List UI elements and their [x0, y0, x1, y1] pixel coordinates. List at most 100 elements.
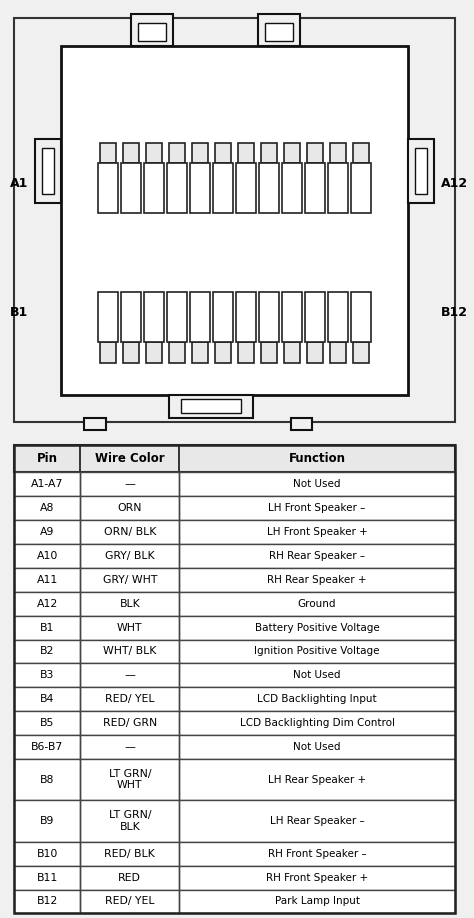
Bar [14, 497, 80, 521]
Bar [179, 592, 455, 616]
Bar [14, 521, 455, 544]
FancyBboxPatch shape [330, 142, 346, 162]
FancyBboxPatch shape [138, 23, 166, 41]
Text: Ground: Ground [298, 599, 337, 609]
Text: B5: B5 [40, 718, 55, 728]
Bar [14, 735, 455, 759]
Bar [80, 866, 179, 890]
Bar [14, 592, 80, 616]
Bar [14, 866, 455, 890]
Bar [80, 735, 179, 759]
FancyBboxPatch shape [307, 142, 323, 162]
FancyBboxPatch shape [98, 292, 118, 342]
Text: LCD Backlighting Input: LCD Backlighting Input [257, 694, 377, 704]
FancyBboxPatch shape [167, 162, 187, 213]
Text: GRY/ BLK: GRY/ BLK [105, 551, 155, 561]
Text: B9: B9 [40, 816, 55, 826]
Bar [14, 445, 80, 472]
Text: Not Used: Not Used [293, 479, 341, 489]
Text: Function: Function [289, 453, 346, 465]
FancyBboxPatch shape [328, 292, 348, 342]
Bar [179, 616, 455, 640]
Bar [179, 497, 455, 521]
Bar [179, 711, 455, 735]
Text: Not Used: Not Used [293, 742, 341, 752]
Bar [179, 890, 455, 913]
Bar [179, 842, 455, 866]
FancyBboxPatch shape [282, 292, 302, 342]
Bar [14, 735, 80, 759]
Bar [14, 711, 80, 735]
FancyBboxPatch shape [144, 292, 164, 342]
Bar [14, 472, 455, 497]
Bar [14, 544, 80, 568]
FancyBboxPatch shape [261, 342, 277, 363]
Text: Ignition Positive Voltage: Ignition Positive Voltage [255, 646, 380, 656]
Text: WHT/ BLK: WHT/ BLK [103, 646, 156, 656]
Text: —: — [124, 670, 135, 680]
Bar [179, 800, 455, 842]
Bar [14, 521, 80, 544]
Text: Park Lamp Input: Park Lamp Input [274, 897, 360, 906]
Bar [14, 664, 455, 688]
Text: RH Front Speaker +: RH Front Speaker + [266, 873, 368, 882]
FancyBboxPatch shape [146, 142, 162, 162]
FancyBboxPatch shape [35, 139, 61, 203]
FancyBboxPatch shape [282, 162, 302, 213]
FancyBboxPatch shape [121, 162, 141, 213]
Text: Battery Positive Voltage: Battery Positive Voltage [255, 622, 380, 633]
Text: GRY/ WHT: GRY/ WHT [102, 575, 157, 585]
FancyBboxPatch shape [123, 142, 139, 162]
FancyBboxPatch shape [258, 14, 300, 46]
Text: Wire Color: Wire Color [95, 453, 164, 465]
Bar [179, 544, 455, 568]
Bar [14, 472, 80, 497]
Bar [80, 497, 179, 521]
Bar [179, 688, 455, 711]
FancyBboxPatch shape [100, 342, 116, 363]
Bar [179, 521, 455, 544]
FancyBboxPatch shape [190, 292, 210, 342]
Bar [80, 890, 179, 913]
Text: LCD Backlighting Dim Control: LCD Backlighting Dim Control [239, 718, 394, 728]
Bar [80, 711, 179, 735]
FancyBboxPatch shape [190, 162, 210, 213]
Text: Pin: Pin [36, 453, 58, 465]
Text: LT GRN/
WHT: LT GRN/ WHT [109, 769, 151, 790]
FancyBboxPatch shape [284, 142, 300, 162]
FancyBboxPatch shape [353, 342, 369, 363]
Bar [179, 664, 455, 688]
Bar [14, 445, 455, 472]
Text: B12: B12 [441, 306, 468, 319]
Text: LH Rear Speaker –: LH Rear Speaker – [270, 816, 365, 826]
Text: A12: A12 [441, 177, 468, 190]
FancyBboxPatch shape [213, 162, 233, 213]
Text: —: — [124, 479, 135, 489]
FancyBboxPatch shape [284, 342, 300, 363]
Text: A11: A11 [36, 575, 58, 585]
FancyBboxPatch shape [213, 292, 233, 342]
Bar [14, 568, 455, 592]
Text: B6-B7: B6-B7 [31, 742, 63, 752]
Text: RED/ YEL: RED/ YEL [105, 897, 155, 906]
FancyBboxPatch shape [61, 46, 408, 395]
Bar [14, 664, 80, 688]
FancyBboxPatch shape [192, 342, 208, 363]
FancyBboxPatch shape [350, 162, 371, 213]
FancyBboxPatch shape [350, 292, 371, 342]
Text: B4: B4 [40, 694, 55, 704]
Bar [14, 890, 455, 913]
Bar [14, 497, 455, 521]
Bar [179, 472, 455, 497]
Bar [14, 616, 455, 640]
Bar [80, 688, 179, 711]
Text: LH Front Speaker –: LH Front Speaker – [268, 503, 366, 513]
FancyBboxPatch shape [100, 142, 116, 162]
Bar [80, 800, 179, 842]
Bar [80, 568, 179, 592]
FancyBboxPatch shape [261, 142, 277, 162]
FancyBboxPatch shape [167, 292, 187, 342]
FancyBboxPatch shape [121, 292, 141, 342]
Text: ORN/ BLK: ORN/ BLK [104, 527, 156, 537]
Text: —: — [124, 742, 135, 752]
